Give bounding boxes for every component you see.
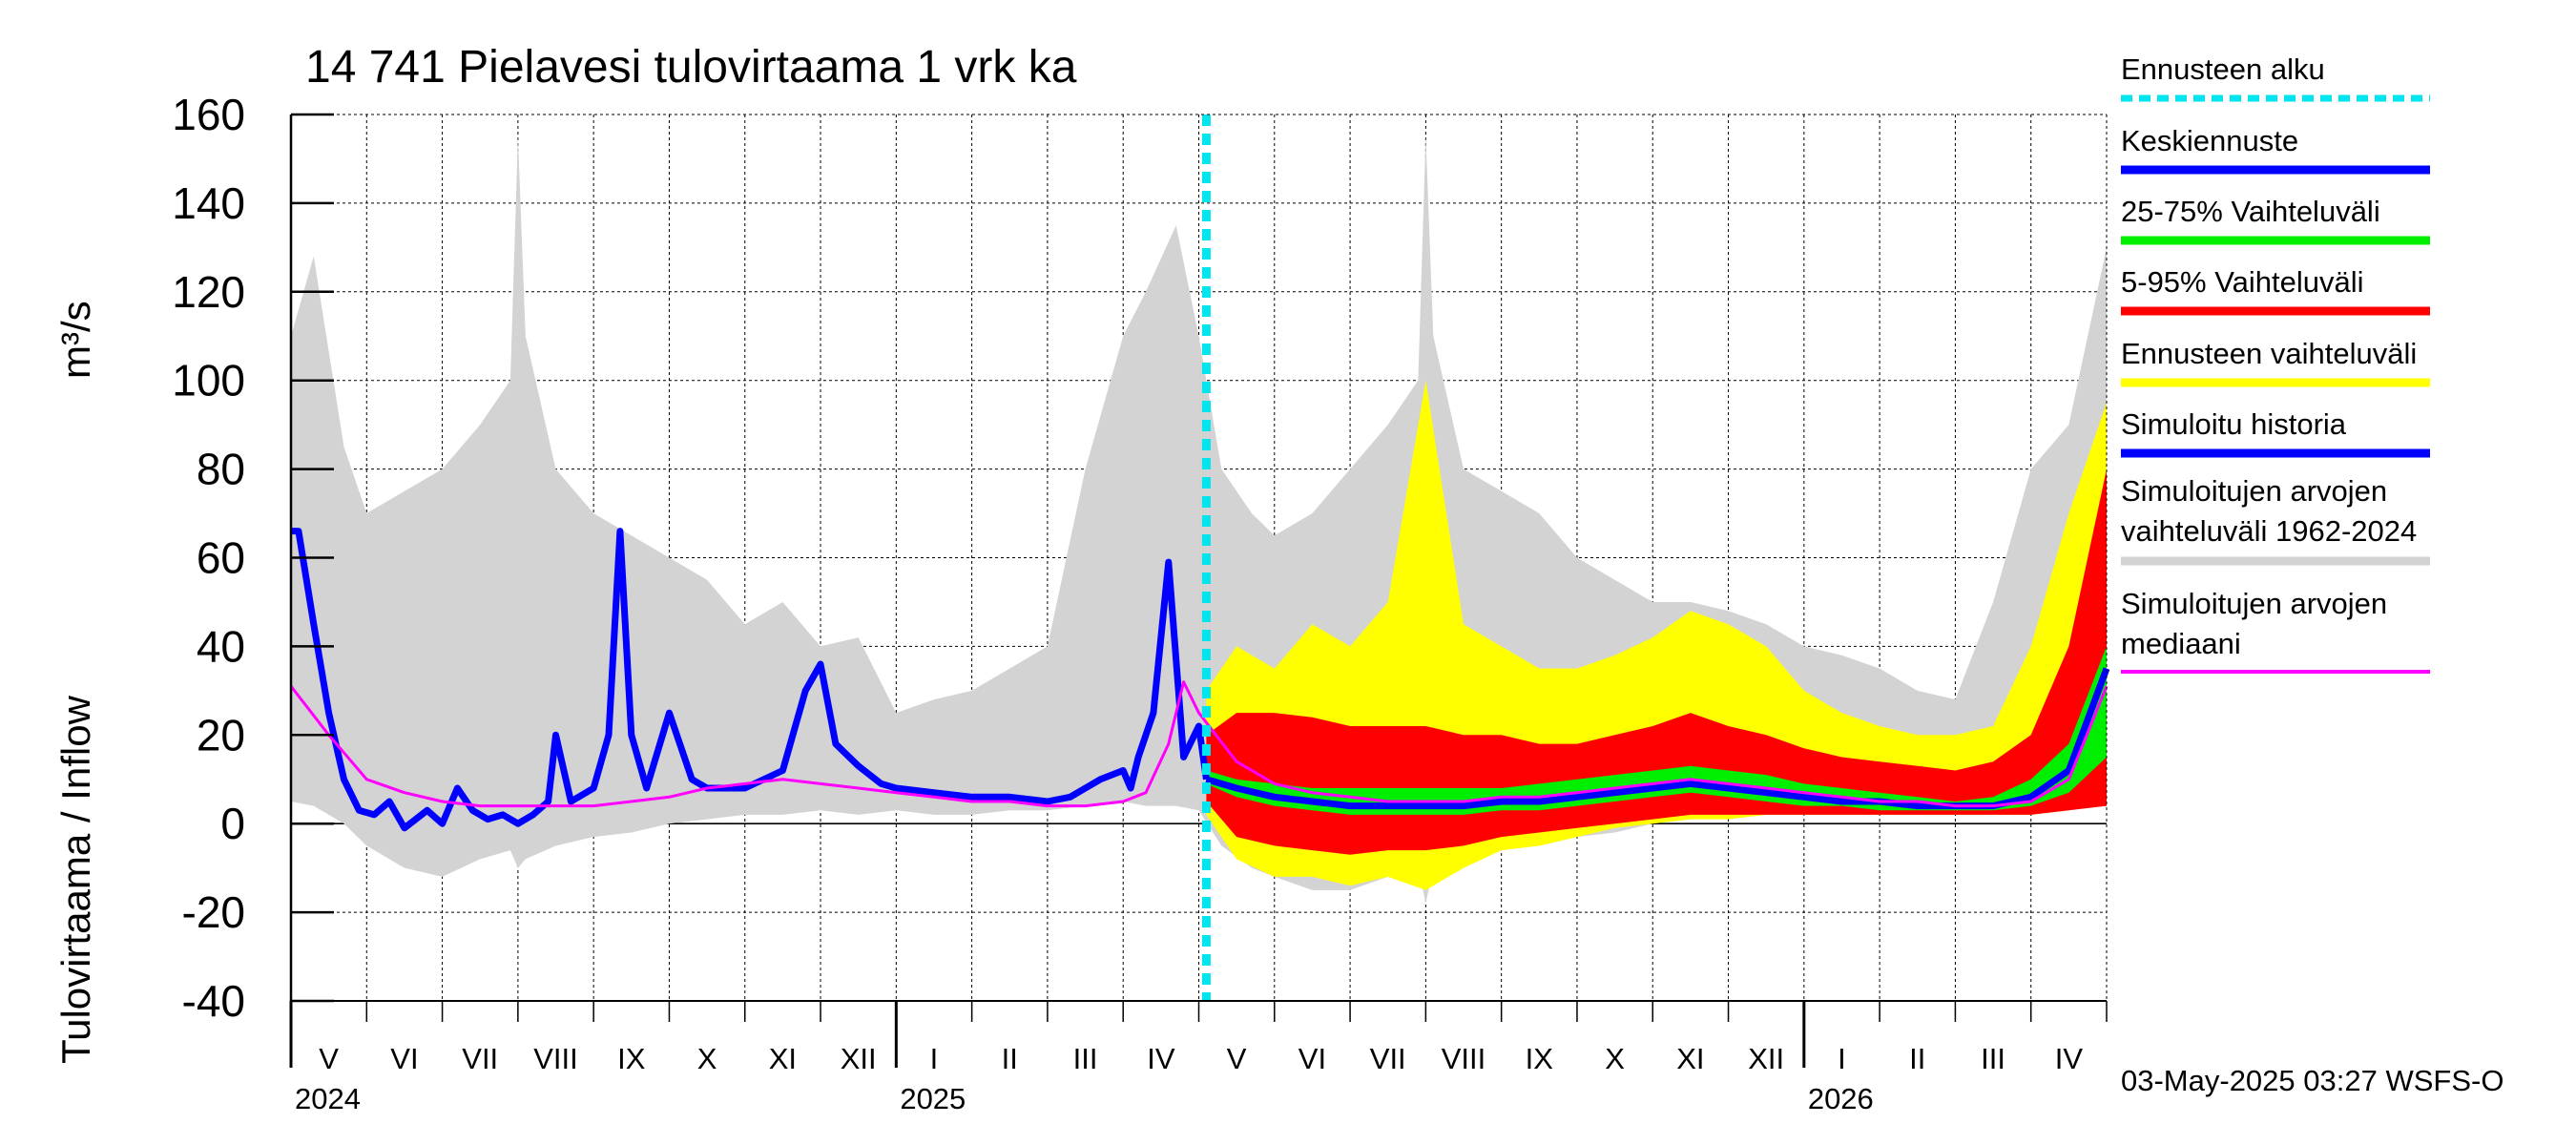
y-tick-label: -40 — [182, 976, 245, 1026]
legend-label-line2: vaihteluväli 1962-2024 — [2121, 514, 2417, 548]
month-label: II — [1002, 1042, 1018, 1075]
y-axis-unit: m³/s — [53, 301, 98, 379]
month-label: IX — [1526, 1042, 1554, 1075]
month-label: II — [1909, 1042, 1925, 1075]
legend-label: Simuloitujen arvojen — [2121, 587, 2387, 620]
month-label: IV — [2055, 1042, 2084, 1075]
legend-label: Ennusteen alku — [2121, 52, 2325, 86]
y-tick-label: 20 — [197, 710, 245, 760]
legend-label: Simuloitujen arvojen — [2121, 474, 2387, 508]
month-label: III — [1981, 1042, 2005, 1075]
series-layer — [289, 114, 2110, 1001]
y-tick-label: 100 — [172, 356, 245, 406]
month-label: XI — [1676, 1042, 1704, 1075]
median-line — [289, 680, 2109, 808]
y-tick-label: 140 — [172, 178, 245, 228]
month-label: I — [930, 1042, 939, 1075]
legend-label: 5-95% Vaihteluväli — [2121, 265, 2363, 299]
month-label: I — [1838, 1042, 1846, 1075]
y-tick-label: 160 — [172, 90, 245, 139]
legend-label: Simuloitu historia — [2121, 407, 2347, 441]
year-label: 2025 — [900, 1082, 966, 1115]
legend-label: Keskiennuste — [2121, 124, 2298, 157]
y-tick-label: 120 — [172, 267, 245, 317]
legend-label: Ennusteen vaihteluväli — [2121, 337, 2417, 370]
month-label: V — [1227, 1042, 1247, 1075]
month-label: VIII — [533, 1042, 578, 1075]
y-tick-label: 60 — [197, 533, 245, 583]
legend: Ennusteen alku Keskiennuste 25-75% Vaihtel… — [2121, 52, 2430, 674]
month-label: V — [319, 1042, 339, 1075]
chart-title: 14 741 Pielavesi tulovirtaama 1 vrk ka — [305, 42, 1077, 93]
month-label: VI — [390, 1042, 418, 1075]
band-5-95 — [1206, 468, 2107, 855]
month-label: X — [697, 1042, 717, 1075]
year-label: 2026 — [1808, 1082, 1874, 1115]
month-label: IX — [617, 1042, 646, 1075]
month-label: VI — [1298, 1042, 1326, 1075]
month-label: XII — [841, 1042, 877, 1075]
year-label: 2024 — [295, 1082, 361, 1115]
month-label: XI — [769, 1042, 797, 1075]
legend-label: 25-75% Vaihteluväli — [2121, 195, 2380, 228]
month-label: XII — [1748, 1042, 1784, 1075]
legend-label-line2: mediaani — [2121, 627, 2241, 660]
simulated-history-line — [291, 528, 1210, 832]
month-label: VIII — [1442, 1042, 1486, 1075]
y-axis-label: Tulovirtaama / Inflow — [53, 695, 98, 1064]
month-label: X — [1605, 1042, 1625, 1075]
month-label: IV — [1147, 1042, 1175, 1075]
month-label: III — [1073, 1042, 1098, 1075]
y-tick-label: 80 — [197, 445, 245, 494]
y-tick-label: 40 — [197, 621, 245, 671]
y-tick-label: 0 — [220, 799, 245, 848]
month-label: VII — [1370, 1042, 1406, 1075]
month-label: VII — [462, 1042, 498, 1075]
footer-timestamp: 03-May-2025 03:27 WSFS-O — [2121, 1064, 2503, 1097]
y-tick-label: -20 — [182, 887, 245, 937]
